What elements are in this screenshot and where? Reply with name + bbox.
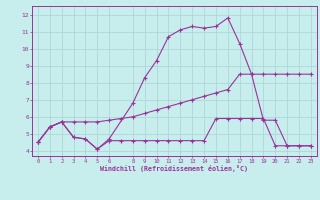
X-axis label: Windchill (Refroidissement éolien,°C): Windchill (Refroidissement éolien,°C)	[100, 165, 248, 172]
